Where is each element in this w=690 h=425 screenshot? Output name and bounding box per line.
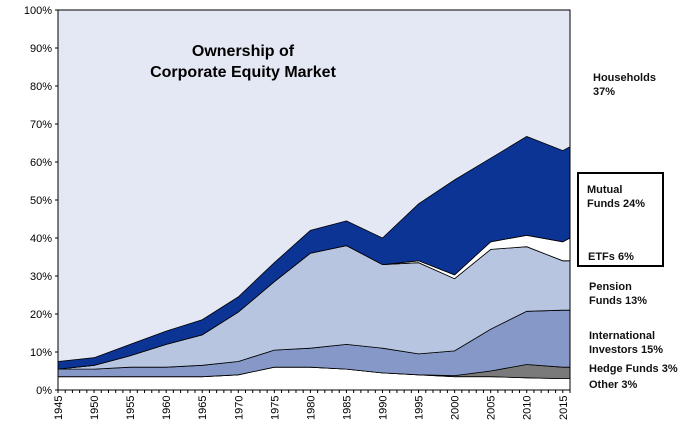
mutual-etf-highlight-box xyxy=(577,172,664,267)
chart-title-line: Ownership of xyxy=(192,43,295,60)
label-hedge-funds: Hedge Funds 3% xyxy=(589,363,678,375)
x-tick-label: 1960 xyxy=(161,396,173,420)
y-tick-label: 80% xyxy=(30,81,52,93)
x-tick-label: 2005 xyxy=(486,396,498,420)
x-tick-label: 1965 xyxy=(197,396,209,420)
label-mutual-funds: Mutual Funds 24% xyxy=(587,184,646,210)
chart-title: Ownership of Corporate Equity Market xyxy=(150,43,336,81)
y-tick-label: 10% xyxy=(30,347,52,359)
label-other: Other 3% xyxy=(589,379,638,391)
label-households: Households 37% xyxy=(593,72,656,98)
x-tick-label: 1970 xyxy=(233,396,245,420)
x-tick-label: 2010 xyxy=(522,396,534,420)
x-tick-label: 1985 xyxy=(341,396,353,420)
y-tick-label: 0% xyxy=(36,385,52,397)
label-etfs: ETFs 6% xyxy=(588,251,634,263)
x-tick-label: 2000 xyxy=(450,396,462,420)
y-tick-label: 40% xyxy=(30,233,52,245)
y-tick-label: 90% xyxy=(30,43,52,55)
label-pension-funds: Pension Funds 13% xyxy=(589,281,648,307)
label-international-investors: International Investors 15% xyxy=(589,330,663,356)
x-tick-label: 1990 xyxy=(378,396,390,420)
y-tick-label: 20% xyxy=(30,309,52,321)
y-tick-label: 60% xyxy=(30,157,52,169)
x-tick-label: 1950 xyxy=(89,396,101,420)
x-tick-label: 1975 xyxy=(269,396,281,420)
y-tick-label: 30% xyxy=(30,271,52,283)
x-tick-label: 1945 xyxy=(53,396,65,420)
x-tick-label: 1980 xyxy=(305,396,317,420)
chart-title-line: Corporate Equity Market xyxy=(150,64,336,81)
y-tick-label: 70% xyxy=(30,119,52,131)
y-tick-label: 50% xyxy=(30,195,52,207)
x-tick-label: 2015 xyxy=(558,396,570,420)
x-tick-label: 1955 xyxy=(125,396,137,420)
y-tick-label: 100% xyxy=(24,5,52,17)
x-tick-label: 1995 xyxy=(414,396,426,420)
